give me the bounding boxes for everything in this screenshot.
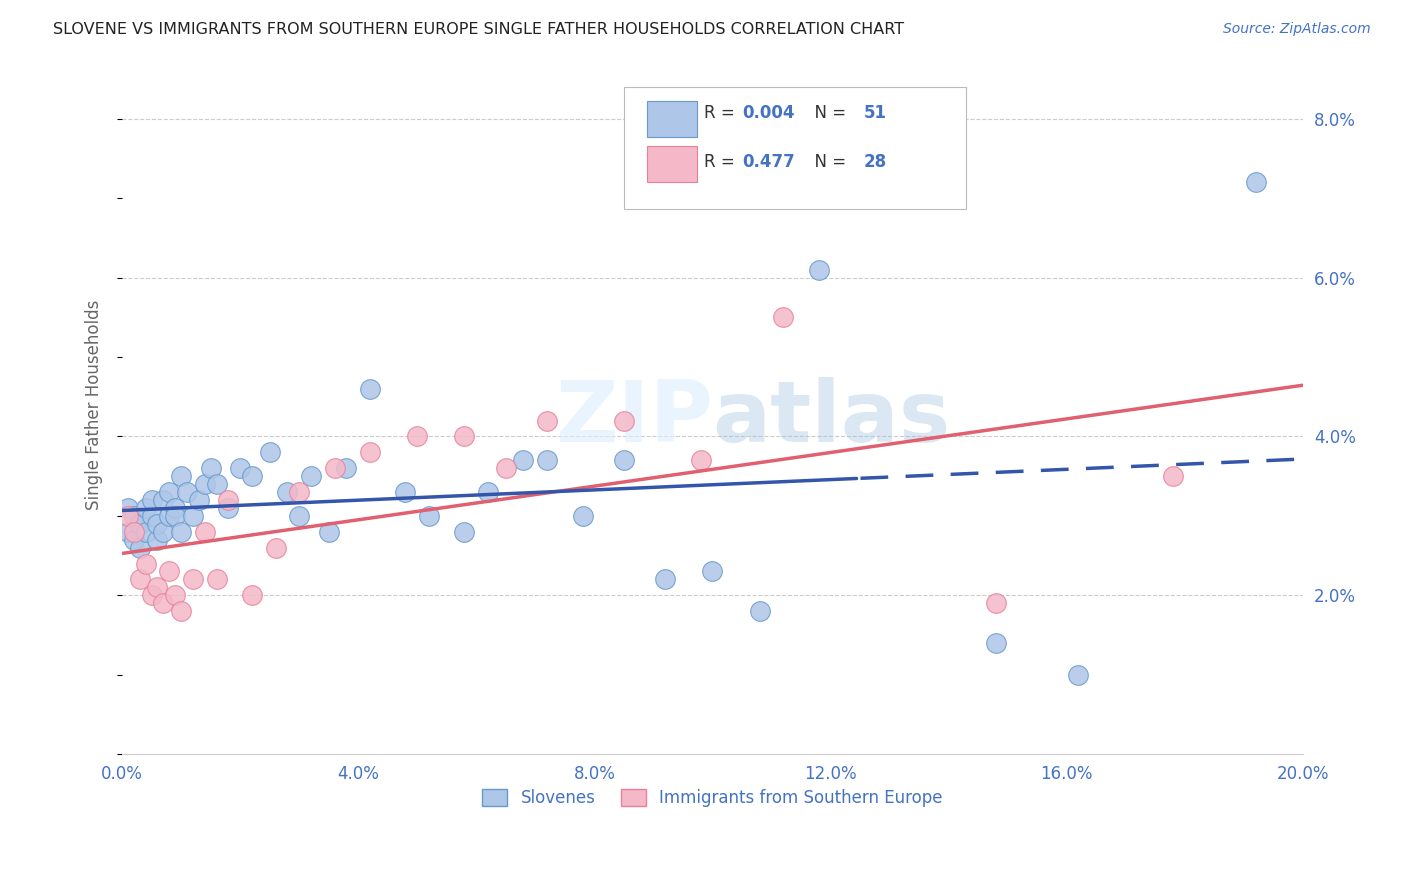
Point xyxy=(512,453,534,467)
Point xyxy=(152,596,174,610)
Point xyxy=(135,500,157,515)
Point xyxy=(117,508,139,523)
Text: R =: R = xyxy=(704,153,740,171)
Point xyxy=(141,588,163,602)
Point xyxy=(146,581,169,595)
Point xyxy=(170,604,193,618)
Point xyxy=(984,596,1007,610)
FancyBboxPatch shape xyxy=(647,101,697,137)
Point xyxy=(406,429,429,443)
Point xyxy=(157,565,180,579)
Point xyxy=(689,453,711,467)
Point xyxy=(194,524,217,539)
Legend: Slovenes, Immigrants from Southern Europe: Slovenes, Immigrants from Southern Europ… xyxy=(474,781,950,816)
Point xyxy=(288,508,311,523)
Point xyxy=(259,445,281,459)
Point xyxy=(359,382,381,396)
Point xyxy=(146,516,169,531)
Point xyxy=(477,485,499,500)
Point xyxy=(165,500,187,515)
Point xyxy=(122,508,145,523)
Point xyxy=(157,485,180,500)
Point xyxy=(229,461,252,475)
Point xyxy=(1161,469,1184,483)
Point xyxy=(495,461,517,475)
Point xyxy=(536,453,558,467)
Point xyxy=(135,557,157,571)
Text: SLOVENE VS IMMIGRANTS FROM SOUTHERN EUROPE SINGLE FATHER HOUSEHOLDS CORRELATION : SLOVENE VS IMMIGRANTS FROM SOUTHERN EURO… xyxy=(53,22,904,37)
Point xyxy=(335,461,357,475)
Point xyxy=(264,541,287,555)
Point xyxy=(453,429,475,443)
Point xyxy=(170,469,193,483)
Point xyxy=(181,573,204,587)
Point xyxy=(152,493,174,508)
Point xyxy=(152,524,174,539)
Text: R =: R = xyxy=(704,104,740,122)
Point xyxy=(170,524,193,539)
Point xyxy=(200,461,222,475)
Point xyxy=(117,524,139,539)
Point xyxy=(181,508,204,523)
Point xyxy=(122,524,145,539)
Point xyxy=(205,573,228,587)
Point xyxy=(240,588,263,602)
Point xyxy=(571,508,593,523)
FancyBboxPatch shape xyxy=(647,146,697,182)
Point xyxy=(1067,667,1090,681)
Point xyxy=(240,469,263,483)
Point xyxy=(288,485,311,500)
Point xyxy=(122,533,145,547)
FancyBboxPatch shape xyxy=(624,87,966,209)
Point xyxy=(117,500,139,515)
Point xyxy=(128,516,150,531)
Point xyxy=(135,524,157,539)
Point xyxy=(323,461,346,475)
Text: N =: N = xyxy=(804,104,852,122)
Point xyxy=(157,508,180,523)
Point xyxy=(146,533,169,547)
Point xyxy=(1244,175,1267,189)
Point xyxy=(217,493,239,508)
Point xyxy=(807,262,830,277)
Point xyxy=(176,485,198,500)
Text: atlas: atlas xyxy=(713,377,950,460)
Point xyxy=(141,493,163,508)
Text: 0.477: 0.477 xyxy=(742,153,794,171)
Text: 28: 28 xyxy=(863,153,887,171)
Point xyxy=(187,493,209,508)
Point xyxy=(165,588,187,602)
Point xyxy=(418,508,440,523)
Text: Source: ZipAtlas.com: Source: ZipAtlas.com xyxy=(1223,22,1371,37)
Point xyxy=(772,310,794,325)
Point xyxy=(141,508,163,523)
Text: ZIP: ZIP xyxy=(554,377,713,460)
Point xyxy=(453,524,475,539)
Point xyxy=(394,485,416,500)
Text: 51: 51 xyxy=(863,104,887,122)
Y-axis label: Single Father Households: Single Father Households xyxy=(86,300,103,510)
Point xyxy=(276,485,298,500)
Point xyxy=(654,573,676,587)
Point xyxy=(299,469,322,483)
Point xyxy=(702,565,724,579)
Point xyxy=(194,477,217,491)
Text: N =: N = xyxy=(804,153,852,171)
Point xyxy=(748,604,770,618)
Point xyxy=(128,573,150,587)
Point xyxy=(984,636,1007,650)
Point xyxy=(318,524,340,539)
Point xyxy=(205,477,228,491)
Point xyxy=(613,453,636,467)
Point xyxy=(359,445,381,459)
Point xyxy=(128,541,150,555)
Point xyxy=(536,413,558,427)
Point xyxy=(613,413,636,427)
Point xyxy=(165,508,187,523)
Text: 0.004: 0.004 xyxy=(742,104,794,122)
Point xyxy=(217,500,239,515)
